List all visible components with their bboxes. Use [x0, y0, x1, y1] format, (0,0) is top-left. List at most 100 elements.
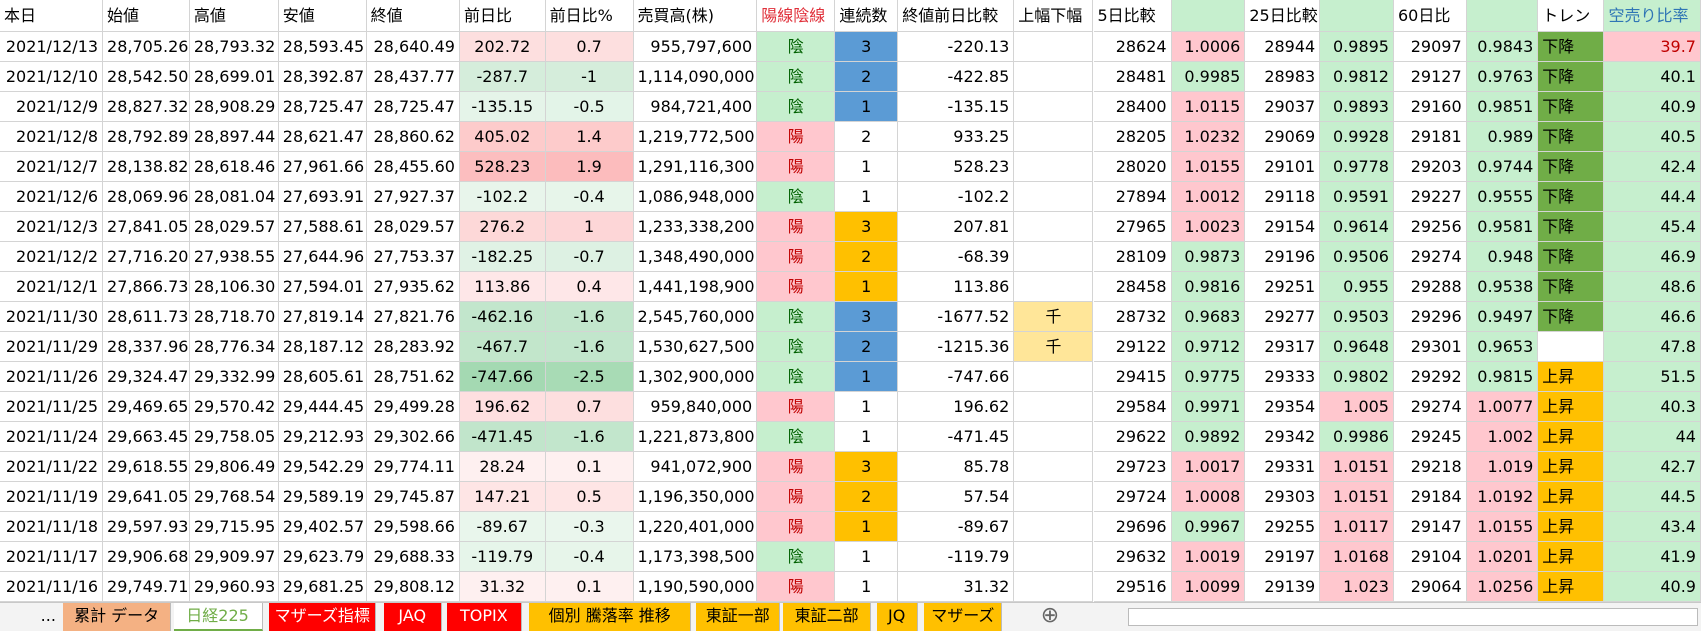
- cell: 29,749.71: [103, 572, 190, 602]
- sheet-tab[interactable]: マザーズ: [924, 603, 1003, 631]
- sheet-tab[interactable]: マザーズ指標: [269, 603, 377, 631]
- cell: 2021/11/22: [0, 452, 104, 482]
- cell: 29296: [1393, 302, 1467, 332]
- cell: 陰: [757, 542, 836, 572]
- sheet-tab[interactable]: JQ: [876, 603, 918, 631]
- cell: 29139: [1245, 572, 1321, 602]
- cell: 29,960.93: [189, 572, 279, 602]
- sheet-tab[interactable]: 東証二部: [783, 603, 872, 631]
- cell: -2.5: [545, 362, 634, 392]
- add-sheet[interactable]: ⊕: [1040, 603, 1060, 628]
- cell: 27,588.61: [278, 212, 367, 242]
- header-cell: 売買高(株): [633, 0, 758, 32]
- sheet-tab[interactable]: 東証一部: [696, 603, 780, 631]
- cell: [1014, 452, 1094, 482]
- cell: 113.86: [898, 272, 1015, 302]
- cell: 1.0115: [1171, 92, 1246, 122]
- cell: 1,348,490,000: [633, 242, 758, 272]
- cell: 1.0006: [1171, 32, 1246, 62]
- cell: 29696: [1093, 512, 1172, 542]
- cell: 1.005: [1320, 392, 1394, 422]
- cell: 28,640.49: [366, 32, 460, 62]
- cell: 2021/11/16: [0, 572, 104, 602]
- cell: 28109: [1093, 242, 1172, 272]
- cell: 2021/12/7: [0, 152, 104, 182]
- cell: 0.9843: [1466, 32, 1539, 62]
- cell: 陰: [757, 362, 836, 392]
- cell: 28,593.45: [278, 32, 367, 62]
- cell: 陽: [757, 392, 836, 422]
- cell: 29303: [1245, 482, 1321, 512]
- cell: 57.54: [898, 482, 1015, 512]
- cell: 29,444.45: [278, 392, 367, 422]
- cell: 29251: [1245, 272, 1321, 302]
- cell: 29,589.19: [278, 482, 367, 512]
- cell: 上昇: [1538, 392, 1605, 422]
- sheet-tab[interactable]: 個別 騰落率 推移: [529, 603, 692, 631]
- cell: -119.79: [459, 542, 546, 572]
- cell: 28,908.29: [189, 92, 279, 122]
- cell: 29,618.55: [103, 452, 190, 482]
- cell: 2021/11/25: [0, 392, 104, 422]
- header-cell: 安値: [278, 0, 367, 32]
- sheet-tab[interactable]: 日経225: [173, 603, 263, 631]
- cell: -68.39: [898, 242, 1015, 272]
- cell: 29101: [1245, 152, 1321, 182]
- cell: 51.5: [1604, 362, 1701, 392]
- sheet-tab[interactable]: JAQ: [384, 603, 442, 631]
- cell: 29,623.79: [278, 542, 367, 572]
- cell: 1,530,627,500: [633, 332, 758, 362]
- cell: -119.79: [898, 542, 1015, 572]
- cell: 207.81: [898, 212, 1015, 242]
- h-scrollbar[interactable]: [1128, 608, 1698, 626]
- cell: 1: [835, 152, 899, 182]
- cell: 1: [835, 92, 899, 122]
- cell: 28,069.96: [103, 182, 190, 212]
- cell: 2021/12/1: [0, 272, 104, 302]
- cell: 29516: [1093, 572, 1172, 602]
- cell: 29,688.33: [366, 542, 460, 572]
- cell: 28624: [1093, 32, 1172, 62]
- cell: 2021/11/29: [0, 332, 104, 362]
- cell: 28,138.82: [103, 152, 190, 182]
- cell: 28,337.96: [103, 332, 190, 362]
- cell: -0.4: [545, 542, 634, 572]
- cell: 41.9: [1604, 542, 1701, 572]
- cell: -747.66: [459, 362, 546, 392]
- cell: -1.6: [545, 332, 634, 362]
- cell: 29584: [1093, 392, 1172, 422]
- cell: 2021/11/26: [0, 362, 104, 392]
- cell: 0.9802: [1320, 362, 1394, 392]
- sheet-tab[interactable]: TOPIX: [446, 603, 522, 631]
- cell: 0.948: [1466, 242, 1539, 272]
- cell: 2021/12/6: [0, 182, 104, 212]
- cell: 1.0023: [1171, 212, 1246, 242]
- cell: 29097: [1393, 32, 1467, 62]
- cell: 202.72: [459, 32, 546, 62]
- cell: 下降: [1538, 212, 1605, 242]
- cell: 29197: [1245, 542, 1321, 572]
- cell: 3: [835, 32, 899, 62]
- cell: 85.78: [898, 452, 1015, 482]
- cell: 29,808.12: [366, 572, 460, 602]
- cell: 上昇: [1538, 452, 1605, 482]
- cell: 1: [835, 512, 899, 542]
- sheet-tab[interactable]: ...: [33, 603, 66, 631]
- cell: 42.7: [1604, 452, 1701, 482]
- cell: 27,935.62: [366, 272, 460, 302]
- cell: 955,797,600: [633, 32, 758, 62]
- cell: [1014, 92, 1094, 122]
- cell: 0.989: [1466, 122, 1539, 152]
- sheet-tab[interactable]: 累計 データ: [62, 603, 172, 631]
- cell: 1.0155: [1466, 512, 1539, 542]
- cell: 1: [835, 422, 899, 452]
- cell: 29037: [1245, 92, 1321, 122]
- cell: 29277: [1245, 302, 1321, 332]
- cell: 0.9591: [1320, 182, 1394, 212]
- cell: 29,469.65: [103, 392, 190, 422]
- cell: 29203: [1393, 152, 1467, 182]
- cell: 0.9812: [1320, 62, 1394, 92]
- cell: 113.86: [459, 272, 546, 302]
- header-cell: [1466, 0, 1539, 32]
- cell: 2: [835, 122, 899, 152]
